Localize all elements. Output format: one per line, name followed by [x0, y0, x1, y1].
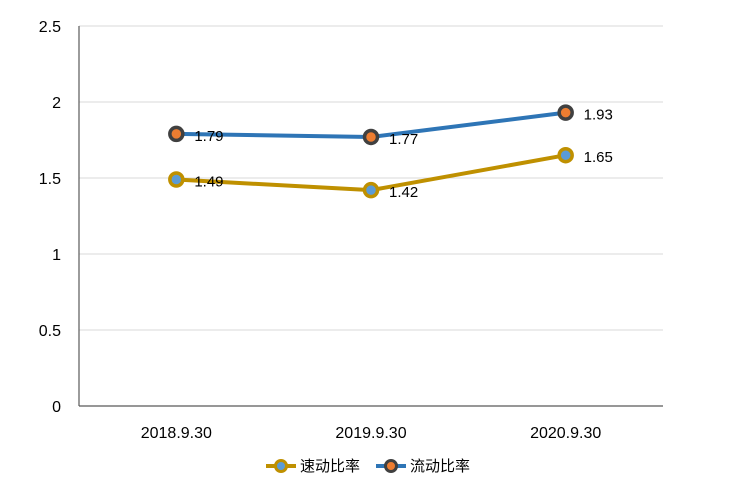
y-tick-label: 2	[52, 95, 61, 112]
series-2-point	[168, 125, 185, 143]
data-label: 1.65	[584, 149, 613, 166]
legend-swatch-marker	[384, 459, 398, 473]
x-axis-tick-labels: 2018.9.30 2019.9.30 2020.9.30	[141, 425, 602, 442]
legend-label: 流动比率	[410, 458, 470, 475]
grid-lines	[79, 25, 663, 331]
series-2-point	[362, 128, 380, 146]
series-2-point	[557, 104, 574, 121]
x-tick-label: 2020.9.30	[530, 425, 601, 442]
series-1-point	[168, 171, 185, 188]
y-tick-label: 0	[52, 399, 61, 416]
series-1-point	[362, 181, 380, 199]
y-tick-label: 1.5	[39, 171, 61, 188]
data-label: 1.77	[389, 131, 418, 148]
series-lines	[168, 104, 574, 199]
y-axis-tick-labels: 0 0.5 1 1.5 2 2.5	[39, 19, 61, 416]
legend-swatch-marker	[274, 459, 288, 473]
legend: 速动比率 流动比率	[266, 458, 470, 475]
y-tick-label: 0.5	[39, 323, 61, 340]
data-labels: 1.49 1.42 1.65 1.79 1.77 1.93	[194, 107, 613, 202]
series-1-point	[557, 146, 574, 164]
data-label: 1.79	[194, 128, 223, 145]
legend-label: 速动比率	[300, 458, 360, 475]
data-label: 1.49	[194, 174, 223, 191]
x-tick-label: 2019.9.30	[335, 425, 406, 442]
y-tick-label: 1	[52, 247, 61, 264]
x-tick-label: 2018.9.30	[141, 425, 212, 442]
data-label: 1.42	[389, 184, 418, 201]
axes	[78, 26, 663, 407]
y-tick-label: 2.5	[39, 19, 61, 36]
data-label: 1.93	[584, 107, 613, 124]
